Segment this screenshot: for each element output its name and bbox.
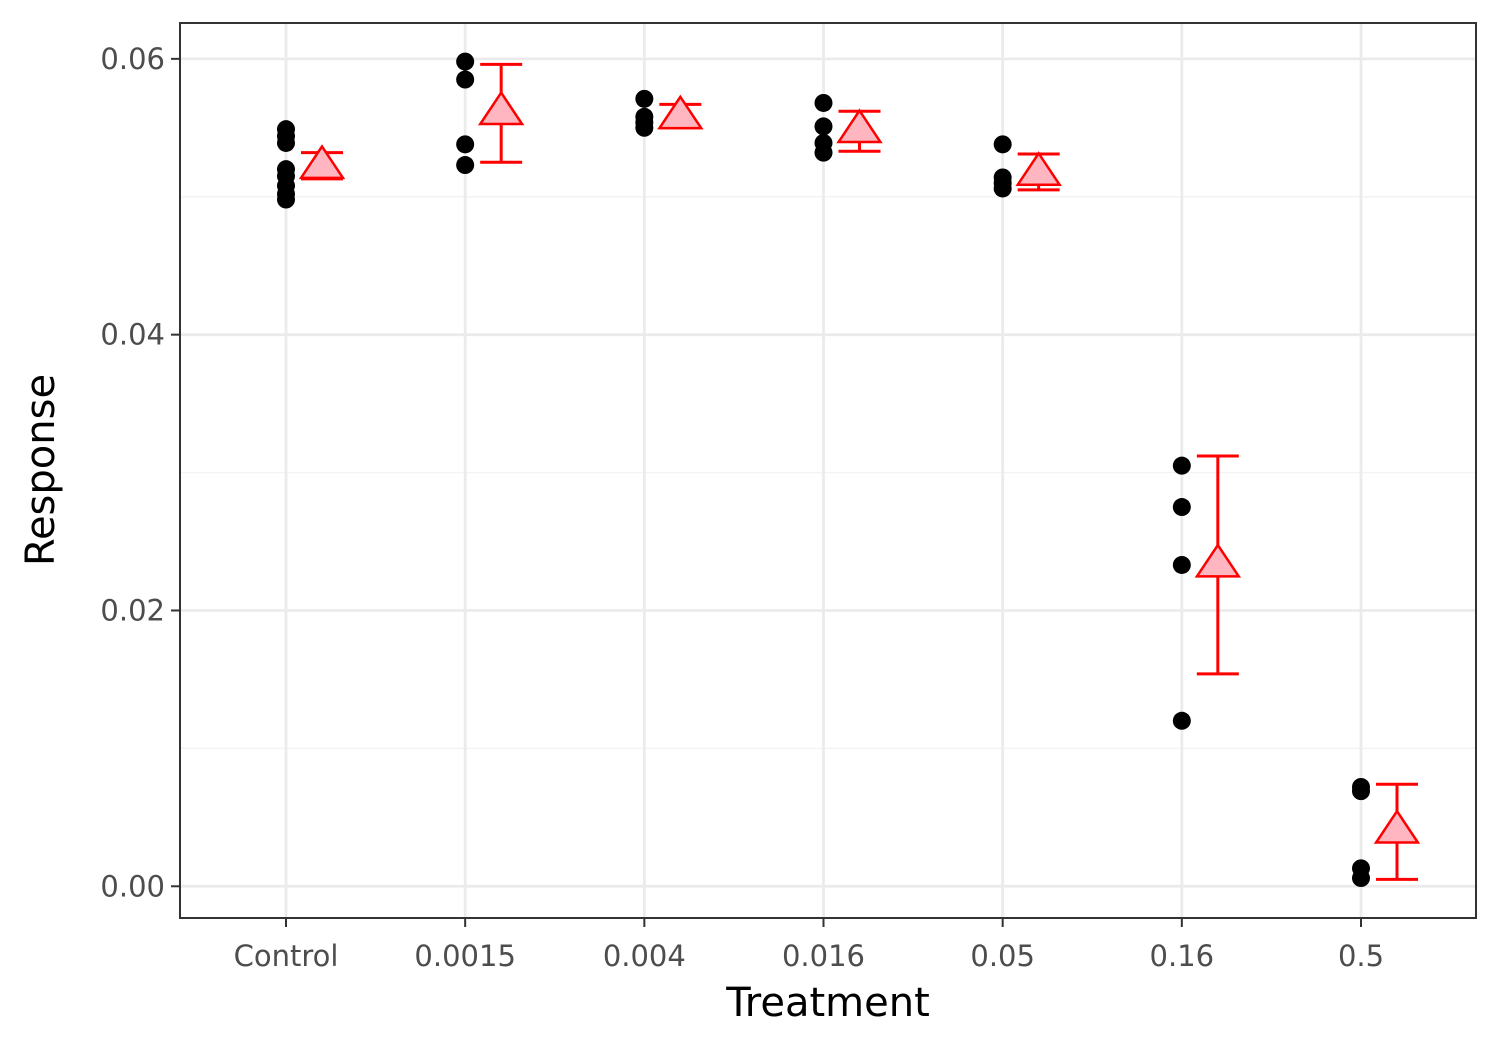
data-point [635, 89, 654, 108]
y-tick-label: 0.00 [100, 869, 165, 903]
mean-marker [298, 144, 346, 180]
mean-marker [1015, 151, 1062, 186]
y-tick-label: 0.02 [100, 593, 165, 627]
data-point [1172, 456, 1191, 475]
x-axis-title: Treatment [725, 980, 930, 1026]
y-axis-title: Response [18, 374, 64, 566]
data-point [456, 52, 475, 71]
data-point [1172, 711, 1191, 730]
x-tick-label: 0.004 [603, 939, 686, 973]
y-tick-label: 0.04 [100, 318, 165, 352]
data-point [277, 190, 295, 209]
data-point [1352, 782, 1370, 801]
x-tick-label: 0.16 [1150, 939, 1215, 973]
x-tick-label: 0.016 [782, 939, 865, 973]
observation-points [277, 52, 1370, 888]
x-tick-label: 0.5 [1338, 939, 1384, 973]
data-point [993, 179, 1012, 198]
mean-marker [1373, 808, 1421, 844]
data-point [814, 117, 833, 136]
data-point [456, 135, 475, 154]
panel-border [179, 22, 1477, 919]
axes: 0.00 0.02 0.04 0.06 Control 0.0015 0.004 0.016 0… [100, 42, 1384, 973]
x-tick-label: 0.05 [970, 939, 1035, 973]
data-point [814, 93, 833, 112]
data-point [635, 118, 654, 137]
y-tick-label: 0.06 [100, 42, 165, 76]
mean-marker [1194, 542, 1242, 578]
x-tick-label: Control [234, 939, 339, 973]
data-point [1172, 555, 1191, 574]
data-point [456, 156, 475, 175]
mean-marker [477, 90, 525, 126]
summary-markers [298, 62, 1421, 881]
mean-marker [657, 94, 704, 130]
x-tick-label: 0.0015 [414, 939, 515, 973]
data-point [277, 133, 295, 152]
data-point [456, 70, 475, 89]
data-point [1172, 498, 1191, 517]
data-point [1352, 869, 1370, 888]
mean-marker [836, 108, 883, 144]
data-point [814, 143, 833, 162]
data-point [993, 135, 1012, 154]
